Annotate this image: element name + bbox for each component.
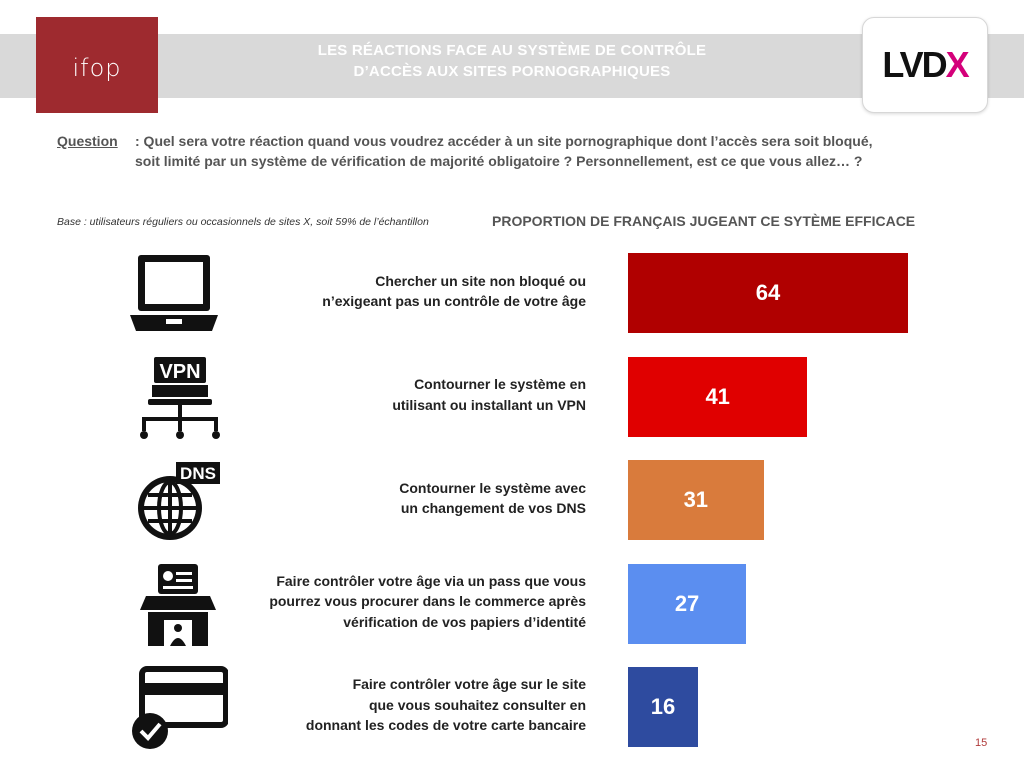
id-shop-icon — [128, 562, 228, 648]
category-label-line: Chercher un site non bloqué ou — [375, 272, 586, 289]
question-text: : Quel sera votre réaction quand vous vo… — [135, 133, 873, 169]
page-title: LES RÉACTIONS FACE AU SYSTÈME DE CONTRÔL… — [250, 40, 774, 82]
bar: 31 — [628, 460, 764, 540]
lvdx-logo-accent: X — [945, 44, 970, 85]
bar: 16 — [628, 667, 698, 747]
category-label-line: pourrez vous procurer dans le commerce a… — [269, 593, 586, 610]
category-label-line: vérification de vos papiers d’identité — [343, 613, 586, 630]
bar: 64 — [628, 253, 908, 333]
question-block: Question : Quel sera votre réaction quan… — [57, 131, 877, 171]
category-label-line: Contourner le système en — [414, 376, 586, 392]
lvdx-logo-text: LVDX — [863, 44, 987, 86]
category-label-line: Faire contrôler votre âge sur le site — [352, 676, 586, 693]
category-label: Faire contrôler votre âge sur le site que… — [226, 674, 586, 736]
svg-text:DNS: DNS — [180, 464, 216, 483]
base-note: Base : utilisateurs réguliers ou occasio… — [57, 216, 429, 228]
bar-value-label: 27 — [674, 590, 700, 616]
ifop-logo: ifop — [36, 17, 158, 113]
category-label-line: Faire contrôler votre âge via un pass qu… — [276, 572, 586, 589]
chart-title: PROPORTION DE FRANÇAIS JUGEANT CE SYTÈME… — [492, 213, 916, 229]
laptop-icon — [128, 251, 228, 337]
lvdx-logo-main: LVD — [882, 44, 947, 85]
title-line-2: D’ACCÈS AUX SITES PORNOGRAPHIQUES — [353, 63, 671, 80]
vpn-network-icon: VPN — [128, 355, 228, 441]
category-label-line: que vous souhaitez consulter en — [368, 696, 586, 713]
svg-text:VPN: VPN — [159, 361, 200, 383]
category-label: Chercher un site non bloqué ou n’exigeant… — [226, 271, 586, 312]
category-label: Contourner le système en utilisant ou ins… — [226, 374, 586, 415]
credit-card-check-icon — [128, 665, 228, 751]
page-number: 15 — [975, 737, 988, 749]
bar-value-label: 31 — [683, 487, 709, 512]
bar-value-label: 16 — [650, 694, 676, 719]
category-label-line: un changement de vos DNS — [400, 500, 586, 516]
question-label: Question — [57, 133, 118, 149]
lvdx-logo: LVDX — [862, 17, 988, 113]
bar-value-label: 64 — [755, 280, 781, 305]
dns-globe-icon: DNS — [128, 458, 228, 544]
category-label: Contourner le système avec un changement … — [226, 478, 586, 519]
bar: 27 — [628, 563, 747, 644]
category-label: Faire contrôler votre âge via un pass qu… — [226, 571, 586, 633]
category-label-line: Contourner le système avec — [399, 479, 586, 496]
bar-value-label: 41 — [705, 383, 730, 409]
bar: 41 — [628, 356, 808, 437]
ifop-logo-text: ifop — [72, 54, 122, 82]
category-label-line: utilisant ou installant un VPN — [392, 396, 586, 413]
category-label-line: n’exigeant pas un contrôle de votre âge — [322, 293, 586, 309]
header-banner — [0, 34, 1024, 98]
title-line-1: LES RÉACTIONS FACE AU SYSTÈME DE CONTRÔL… — [317, 42, 707, 59]
category-label-line: donnant les codes de votre carte bancair… — [305, 717, 586, 734]
